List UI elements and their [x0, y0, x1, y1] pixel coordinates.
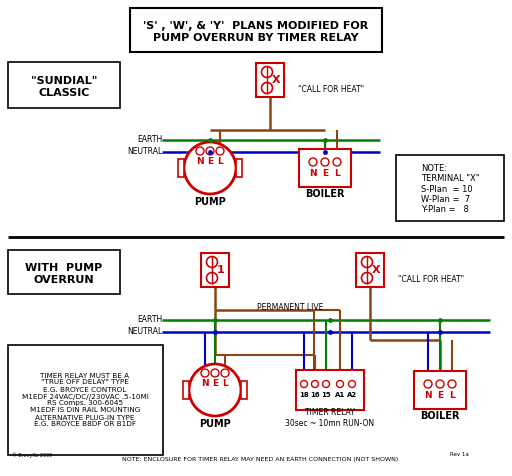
- Bar: [396, 155, 504, 221]
- Circle shape: [206, 147, 214, 155]
- Bar: [236, 159, 242, 177]
- Circle shape: [321, 158, 329, 166]
- Text: EARTH: EARTH: [137, 136, 162, 145]
- Bar: [8, 62, 120, 108]
- Text: A1: A1: [335, 392, 345, 398]
- Text: L: L: [334, 169, 340, 178]
- Bar: [296, 370, 364, 410]
- Bar: [130, 8, 382, 52]
- Circle shape: [361, 272, 373, 284]
- Circle shape: [336, 380, 344, 387]
- Bar: [414, 371, 466, 409]
- Text: © BrevyKo 2009: © BrevyKo 2009: [12, 452, 52, 458]
- Text: NOTE: ENCLOSURE FOR TIMER RELAY MAY NEED AN EARTH CONNECTION (NOT SHOWN): NOTE: ENCLOSURE FOR TIMER RELAY MAY NEED…: [122, 457, 398, 463]
- Text: PUMP: PUMP: [199, 419, 231, 429]
- Bar: [241, 381, 247, 399]
- Text: WITH  PUMP
OVERRUN: WITH PUMP OVERRUN: [26, 263, 102, 285]
- Circle shape: [436, 380, 444, 388]
- Circle shape: [189, 364, 241, 416]
- Bar: [178, 159, 184, 177]
- Text: X: X: [372, 265, 380, 275]
- Text: "CALL FOR HEAT": "CALL FOR HEAT": [398, 276, 464, 285]
- Circle shape: [424, 380, 432, 388]
- Circle shape: [206, 257, 218, 268]
- Text: 18: 18: [299, 392, 309, 398]
- Text: EARTH: EARTH: [137, 316, 162, 325]
- Text: A2: A2: [347, 392, 357, 398]
- Text: PERMANENT LIVE: PERMANENT LIVE: [257, 304, 323, 313]
- Circle shape: [361, 257, 373, 268]
- Text: BOILER: BOILER: [420, 411, 460, 421]
- Text: N: N: [196, 157, 204, 166]
- Circle shape: [262, 82, 272, 93]
- Text: Rev 1a: Rev 1a: [450, 453, 469, 457]
- Text: NEUTRAL: NEUTRAL: [127, 327, 162, 337]
- Bar: [356, 253, 384, 287]
- Text: N: N: [424, 391, 432, 400]
- Text: 16: 16: [310, 392, 320, 398]
- Circle shape: [216, 147, 224, 155]
- Circle shape: [221, 369, 229, 377]
- Text: X: X: [272, 75, 280, 85]
- Text: "CALL FOR HEAT": "CALL FOR HEAT": [298, 86, 364, 95]
- Circle shape: [333, 158, 341, 166]
- Circle shape: [184, 142, 236, 194]
- Text: PUMP: PUMP: [194, 197, 226, 207]
- Text: E: E: [322, 169, 328, 178]
- Circle shape: [262, 67, 272, 78]
- Circle shape: [349, 380, 355, 387]
- Text: TIMER RELAY MUST BE A
"TRUE OFF DELAY" TYPE
E.G. BROYCE CONTROL
M1EDF 24VAC/DC//: TIMER RELAY MUST BE A "TRUE OFF DELAY" T…: [22, 373, 148, 427]
- Text: E: E: [437, 391, 443, 400]
- Bar: [256, 63, 284, 97]
- Circle shape: [201, 369, 209, 377]
- Text: L: L: [449, 391, 455, 400]
- Bar: [8, 345, 163, 455]
- Text: E: E: [207, 157, 213, 166]
- Circle shape: [211, 369, 219, 377]
- Text: E: E: [212, 378, 218, 387]
- Bar: [201, 253, 229, 287]
- Circle shape: [311, 380, 318, 387]
- Circle shape: [301, 380, 308, 387]
- Text: 1: 1: [217, 265, 225, 275]
- Text: 'S' , 'W', & 'Y'  PLANS MODIFIED FOR
PUMP OVERRUN BY TIMER RELAY: 'S' , 'W', & 'Y' PLANS MODIFIED FOR PUMP…: [143, 21, 369, 43]
- Circle shape: [323, 380, 330, 387]
- Text: L: L: [222, 378, 228, 387]
- Circle shape: [448, 380, 456, 388]
- Text: BOILER: BOILER: [305, 189, 345, 199]
- Text: N: N: [309, 169, 317, 178]
- Text: "SUNDIAL"
CLASSIC: "SUNDIAL" CLASSIC: [31, 76, 97, 98]
- Circle shape: [309, 158, 317, 166]
- Circle shape: [196, 147, 204, 155]
- Text: L: L: [217, 157, 223, 166]
- Circle shape: [206, 272, 218, 284]
- Bar: [8, 250, 120, 294]
- Text: TIMER RELAY
30sec ~ 10mn RUN-ON: TIMER RELAY 30sec ~ 10mn RUN-ON: [285, 408, 375, 428]
- Text: N: N: [201, 378, 209, 387]
- Bar: [299, 149, 351, 187]
- Text: NOTE:
TERMINAL "X"
S-Plan  = 10
W-Plan =  7
Y-Plan =   8: NOTE: TERMINAL "X" S-Plan = 10 W-Plan = …: [421, 164, 479, 214]
- Bar: [183, 381, 189, 399]
- Text: NEUTRAL: NEUTRAL: [127, 148, 162, 157]
- Text: 15: 15: [321, 392, 331, 398]
